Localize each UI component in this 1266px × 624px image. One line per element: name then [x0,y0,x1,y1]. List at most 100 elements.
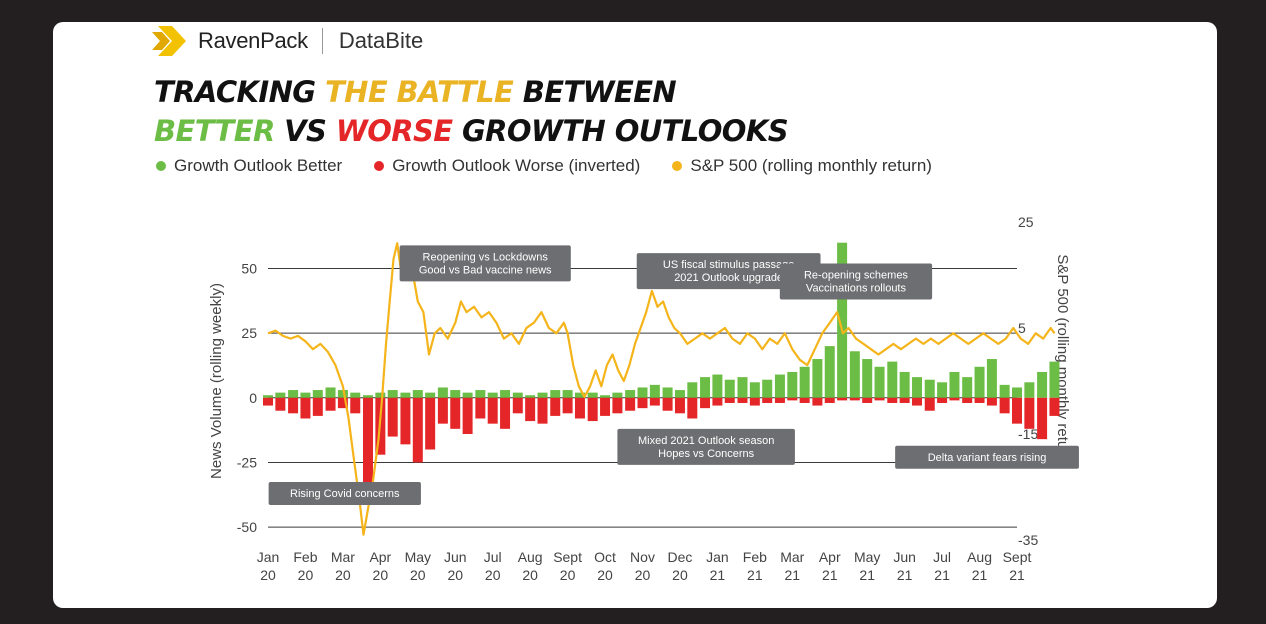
bar-worse [574,397,585,419]
bar-better [300,392,311,398]
bar-better [263,395,273,398]
bar-worse [337,397,348,409]
bar-worse [974,397,985,403]
bar-worse [625,397,636,411]
bar-better [774,374,785,398]
bar-worse [600,397,611,416]
legend-dot-icon [156,161,166,171]
annotation-text: Delta variant fears rising [928,452,1047,464]
legend-item: Growth Outlook Worse (inverted) [374,156,640,176]
bar-worse [787,397,798,401]
x-tick-year: 21 [972,567,988,583]
bar-worse [550,397,561,416]
bar-worse [387,397,398,437]
bar-better [625,390,636,398]
bar-worse [700,397,711,409]
bar-worse [612,397,623,414]
bar-better [912,377,923,398]
bar-better [537,392,548,398]
bar-better [937,382,948,398]
x-tick-year: 20 [597,567,613,583]
x-tick-year: 20 [522,567,538,583]
x-tick-month: Mar [331,549,355,565]
bar-worse [288,397,299,414]
x-tick-month: Apr [369,549,391,565]
legend-label: S&P 500 (rolling monthly return) [690,156,932,175]
x-tick-year: 20 [373,567,389,583]
bar-better [350,392,361,398]
bar-worse [674,397,685,414]
bar-worse [837,397,848,401]
x-tick-year: 20 [410,567,426,583]
brand-name: RavenPack [198,28,308,53]
y-left-tick-label: 50 [241,261,257,277]
bar-better [737,377,748,398]
title-part: GROWTH OUTLOOKS [452,114,789,148]
bar-worse [1012,397,1022,424]
legend-label: Growth Outlook Better [174,156,343,175]
bar-worse [425,397,436,450]
bar-better [574,392,585,398]
bar-better [849,351,860,398]
bar-worse [1037,397,1048,440]
bar-worse [587,397,598,422]
bar-better [312,390,323,398]
bar-worse [500,397,511,429]
bar-worse [737,397,748,403]
bar-worse [986,397,997,406]
annotation-text: Rising Covid concerns [290,488,400,500]
chart-legend: Growth Outlook Better Growth Outlook Wors… [156,156,964,176]
bar-worse [724,397,735,403]
y-left-tick-label: -25 [237,454,257,470]
sp500-line [267,242,1056,536]
bar-worse [475,397,486,419]
title-part: BETTER [154,114,275,148]
annotation-box [636,253,821,290]
x-tick-month: Feb [743,549,767,565]
bar-worse [362,397,373,502]
bar-worse [899,397,910,403]
bar-worse [924,397,935,411]
bar-better [862,359,873,398]
bar-worse [949,397,960,401]
x-tick-month: Aug [518,549,543,565]
bar-better [1012,387,1022,398]
bar-worse [437,397,448,424]
bar-better [712,374,723,398]
y-left-tick-label: 0 [249,390,257,406]
bar-worse [812,397,823,406]
bar-better [962,377,973,398]
chart-card [53,22,1217,608]
x-tick-month: Jan [257,549,280,565]
bar-worse [999,397,1010,414]
bar-better [387,390,398,398]
bar-worse [887,397,898,403]
x-tick-year: 21 [934,567,950,583]
x-tick-year: 21 [1009,567,1025,583]
bar-better [1037,371,1048,398]
bar-worse [400,397,411,445]
bar-better [700,377,711,398]
bar-better [325,387,336,398]
annotation-text: Hopes vs Concerns [658,448,754,460]
bar-worse [537,397,548,424]
x-tick-year: 21 [897,567,913,583]
x-tick-month: Mar [780,549,804,565]
x-tick-month: May [854,549,880,565]
x-tick-year: 21 [785,567,801,583]
bar-better [799,366,810,398]
annotation-box [895,445,1079,469]
bar-better [475,390,486,398]
annotation-text: US fiscal stimulus passage [663,259,794,271]
bar-better [1049,361,1060,398]
bar-better [924,379,935,398]
x-tick-year: 20 [672,567,688,583]
bar-better [337,390,348,398]
bar-worse [774,397,785,403]
bar-worse [662,397,673,411]
bar-better [662,387,673,398]
bar-worse [937,397,948,403]
bar-worse [962,397,973,403]
y-left-tick-label: -50 [237,519,257,535]
